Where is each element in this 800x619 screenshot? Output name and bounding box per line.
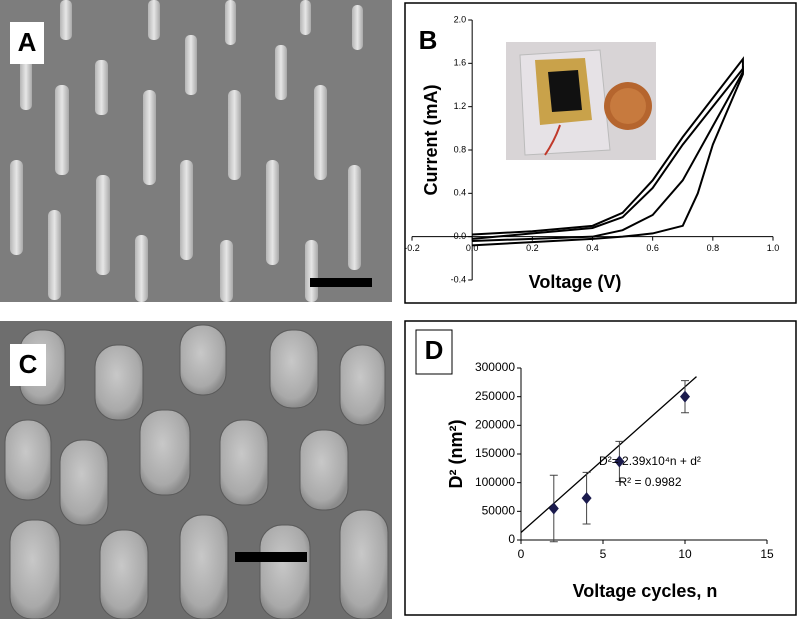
x-tick-label: 0.2	[526, 243, 539, 253]
panel-label: A	[18, 27, 37, 57]
annotation: R² = 0.9982	[618, 475, 681, 489]
sem-image-a: A	[0, 0, 392, 302]
y-tick-label: 2.0	[454, 14, 467, 24]
x-tick-label: 0.4	[586, 243, 599, 253]
y-tick-label: -0.4	[451, 274, 467, 284]
x-tick-label: -0.2	[404, 243, 420, 253]
y-tick-label: 1.6	[454, 58, 467, 68]
x-tick-label: 0	[518, 547, 525, 561]
annotation: D²= 2.39x10⁴n + d²	[599, 454, 701, 468]
x-axis-title: Voltage (V)	[529, 272, 622, 292]
data-point	[548, 502, 559, 515]
y-tick-label: 50000	[482, 504, 516, 518]
x-axis-title: Voltage cycles, n	[573, 581, 718, 601]
fit-line	[520, 376, 697, 534]
panel-label: B	[419, 25, 438, 55]
y-tick-label: 100000	[475, 475, 515, 489]
y-tick-label: 0.8	[454, 144, 467, 154]
y-axis-title: Current (mA)	[421, 84, 441, 195]
x-tick-label: 15	[760, 547, 774, 561]
x-tick-label: 5	[600, 547, 607, 561]
x-tick-label: 0.0	[466, 243, 479, 253]
y-tick-label: 1.2	[454, 101, 467, 111]
y-tick-label: 0.4	[454, 188, 467, 198]
data-point	[614, 455, 625, 468]
inset-photo	[506, 42, 656, 160]
y-tick-label: 250000	[475, 389, 515, 403]
x-tick-label: 1.0	[767, 243, 780, 253]
cv-curve	[472, 56, 744, 242]
y-tick-label: 300000	[475, 360, 515, 374]
y-tick-label: 150000	[475, 446, 515, 460]
panel-label: C	[19, 349, 38, 379]
panel-frame	[404, 320, 797, 616]
data-point	[680, 390, 690, 403]
cv-curve	[472, 65, 744, 247]
y-axis-title: D² (nm²)	[446, 420, 466, 489]
y-tick-label: 0	[508, 532, 515, 546]
x-tick-label: 10	[678, 547, 692, 561]
x-tick-label: 0.6	[646, 243, 659, 253]
panel-label: D	[425, 335, 444, 365]
sem-image-c: C	[0, 321, 392, 619]
y-tick-label: 0.0	[454, 231, 467, 241]
data-point	[581, 492, 592, 505]
y-tick-label: 200000	[475, 418, 515, 432]
x-tick-label: 0.8	[707, 243, 720, 253]
label-box	[415, 329, 453, 375]
